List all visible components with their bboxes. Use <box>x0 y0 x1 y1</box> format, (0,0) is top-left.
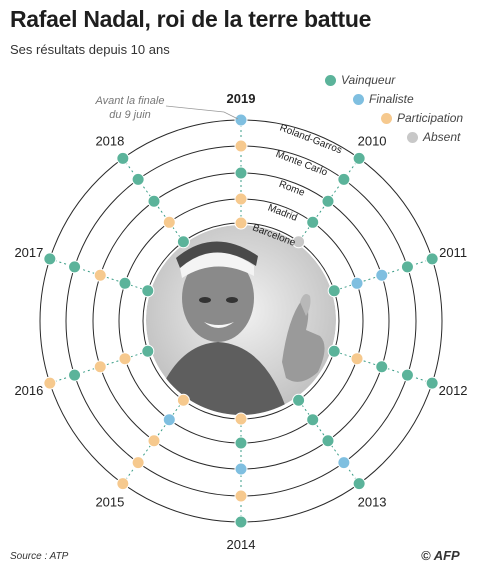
result-dot-barcelone-2019 <box>234 216 248 230</box>
result-dot-roland-garros-2019 <box>234 113 248 127</box>
result-dot-rome-2018 <box>147 194 161 208</box>
result-dot-barcelone-2013 <box>292 393 306 407</box>
legend-label: Participation <box>397 111 464 125</box>
result-dot-monte-carlo-2013 <box>337 456 351 470</box>
result-dot-roland-garros-2012 <box>425 376 439 390</box>
result-dot-monte-carlo-2018 <box>131 172 145 186</box>
result-dot-monte-carlo-2019 <box>234 139 248 153</box>
legend-label: Finaliste <box>369 92 414 106</box>
legend-dot <box>353 94 364 105</box>
result-dot-rome-2013 <box>321 434 335 448</box>
result-dot-madrid-2019 <box>234 192 248 206</box>
year-label-2017: 2017 <box>14 245 43 260</box>
result-dot-barcelone-2012 <box>327 344 341 358</box>
afp-logo: © AFP <box>421 548 460 563</box>
result-dot-madrid-2016 <box>118 352 132 366</box>
annotation-leader <box>165 105 239 120</box>
result-dot-monte-carlo-2012 <box>400 368 414 382</box>
year-label-2011: 2011 <box>439 245 467 260</box>
result-dot-roland-garros-2013 <box>352 477 366 491</box>
result-dot-rome-2015 <box>147 434 161 448</box>
result-dot-barcelone-2017 <box>141 284 155 298</box>
result-dot-madrid-2018 <box>162 215 176 229</box>
year-label-2012: 2012 <box>439 383 468 398</box>
result-dot-rome-2010 <box>321 194 335 208</box>
result-dot-rome-2019 <box>234 166 248 180</box>
annotation-line-1: Avant la finale <box>95 95 165 107</box>
tournament-label-monte-carlo: Monte Carlo <box>274 149 329 179</box>
result-dot-roland-garros-2018 <box>116 151 130 165</box>
result-dot-madrid-2010 <box>306 215 320 229</box>
result-dot-madrid-2013 <box>306 413 320 427</box>
legend-item-finaliste: Finaliste <box>353 91 414 110</box>
result-dot-monte-carlo-2015 <box>131 456 145 470</box>
source-note: Source : ATP <box>10 551 69 562</box>
result-dot-rome-2016 <box>93 360 107 374</box>
result-dot-madrid-2011 <box>350 276 364 290</box>
player-photo <box>146 225 336 415</box>
result-dot-barcelone-2014 <box>234 412 248 426</box>
result-dot-barcelone-2011 <box>327 284 341 298</box>
result-dot-barcelone-2015 <box>176 393 190 407</box>
result-dot-roland-garros-2017 <box>43 252 57 266</box>
legend-dot <box>407 132 418 143</box>
year-label-2013: 2013 <box>358 494 387 509</box>
year-labels-layer: 2019 2010 2011 2012 2013 2014 2015 2016 2017 2018 <box>14 91 467 552</box>
result-dot-monte-carlo-2017 <box>68 260 82 274</box>
result-dot-barcelone-2018 <box>176 235 190 249</box>
year-label-2016: 2016 <box>14 383 43 398</box>
legend-item-participation: Participation <box>381 110 463 129</box>
year-label-2015: 2015 <box>95 494 124 509</box>
result-dot-monte-carlo-2011 <box>400 260 414 274</box>
year-label-2010: 2010 <box>358 134 387 149</box>
result-dot-roland-garros-2015 <box>116 477 130 491</box>
legend-item-vainqueur: Vainqueur <box>325 72 407 91</box>
chart-subtitle: Ses résultats depuis 10 ans <box>10 42 170 57</box>
result-dot-rome-2011 <box>375 268 389 282</box>
result-dot-monte-carlo-2016 <box>68 368 82 382</box>
chart-title: Rafael Nadal, roi de la terre battue <box>10 6 372 32</box>
result-dot-rome-2012 <box>375 360 389 374</box>
result-dot-roland-garros-2011 <box>425 252 439 266</box>
result-dot-madrid-2014 <box>234 436 248 450</box>
result-dot-monte-carlo-2014 <box>234 489 248 503</box>
legend: Vainqueur Finaliste Participation Absent <box>325 72 463 148</box>
result-dot-roland-garros-2014 <box>234 515 248 529</box>
result-dot-rome-2017 <box>93 268 107 282</box>
result-dot-barcelone-2016 <box>141 344 155 358</box>
legend-dot <box>325 75 336 86</box>
result-dot-madrid-2012 <box>350 352 364 366</box>
legend-label: Vainqueur <box>341 73 396 87</box>
result-dot-monte-carlo-2010 <box>337 172 351 186</box>
result-dot-roland-garros-2010 <box>352 151 366 165</box>
result-dot-roland-garros-2016 <box>43 376 57 390</box>
year-label-2014: 2014 <box>227 537 256 552</box>
result-dot-madrid-2017 <box>118 276 132 290</box>
result-dot-madrid-2015 <box>162 413 176 427</box>
annotation-layer: Avant la finale du 9 juin <box>95 95 239 121</box>
annotation-line-2: du 9 juin <box>109 109 151 121</box>
legend-label: Absent <box>423 130 461 144</box>
year-label-2019: 2019 <box>227 91 256 106</box>
legend-dot <box>381 113 392 124</box>
result-dot-barcelone-2010 <box>292 235 306 249</box>
result-dot-rome-2014 <box>234 462 248 476</box>
dots-layer <box>43 113 439 529</box>
year-label-2018: 2018 <box>95 134 124 149</box>
